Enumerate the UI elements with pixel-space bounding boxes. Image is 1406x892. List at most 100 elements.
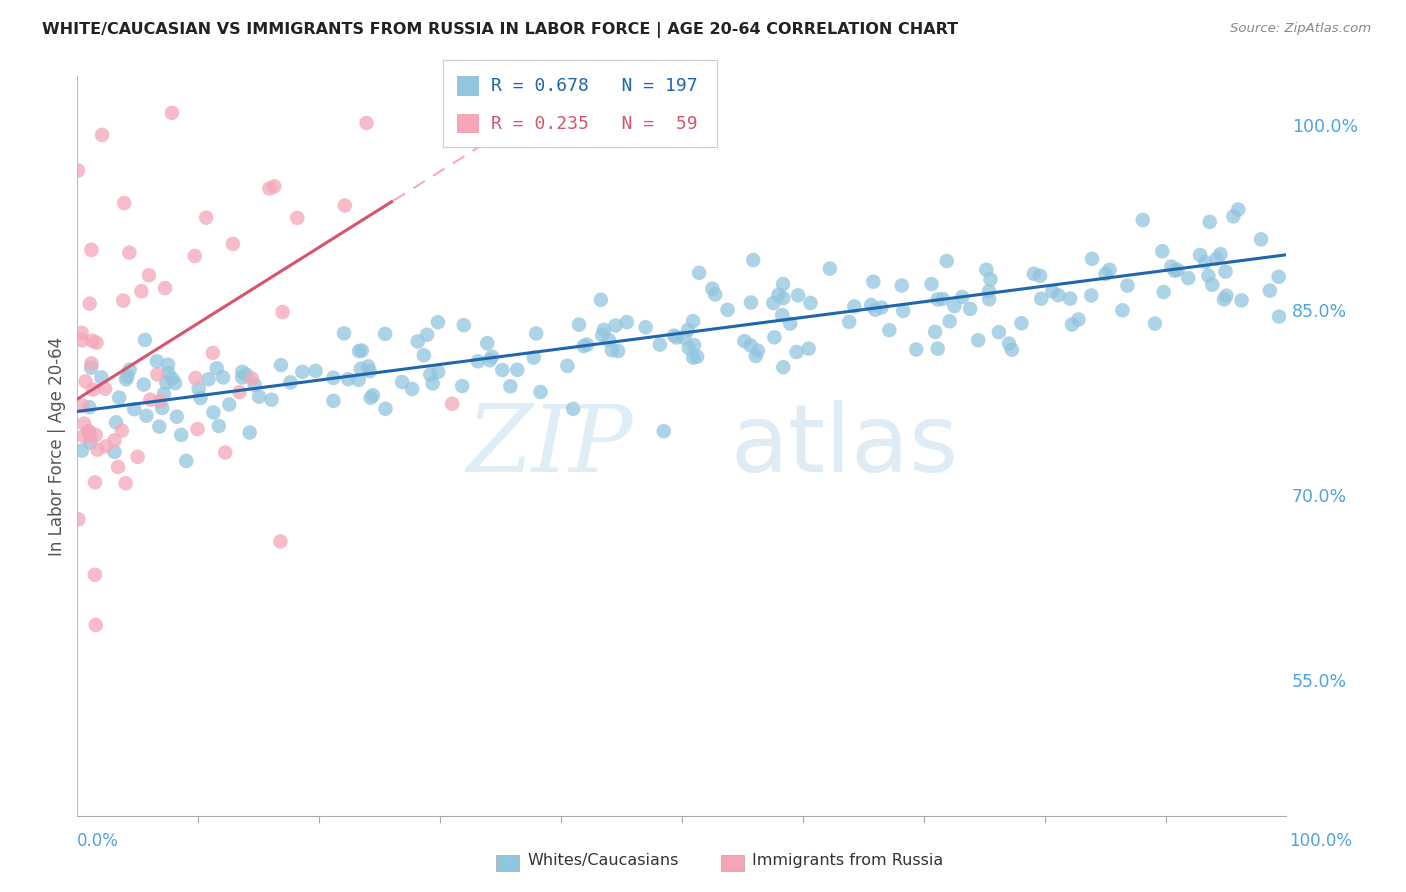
Point: [146, 368, 169, 382]
Point: [304, 364, 326, 378]
Point: [862, 275, 884, 289]
Point: [239, 425, 262, 440]
Point: [285, 211, 308, 225]
Point: [146, 354, 169, 368]
Point: [166, 409, 188, 424]
Point: [105, 415, 128, 429]
Point: [350, 361, 373, 376]
Point: [600, 343, 623, 357]
Point: [94, 382, 117, 396]
Point: [90, 370, 112, 384]
Point: [1189, 248, 1212, 262]
Point: [401, 382, 423, 396]
Text: Source: ZipAtlas.com: Source: ZipAtlas.com: [1230, 22, 1371, 36]
Point: [1153, 285, 1175, 299]
Point: [818, 261, 841, 276]
Text: R = 0.678   N = 197: R = 0.678 N = 197: [491, 77, 697, 95]
Point: [356, 116, 378, 130]
Point: [1167, 263, 1189, 277]
Point: [572, 339, 595, 353]
Point: [195, 211, 218, 225]
Point: [118, 362, 141, 376]
Point: [453, 318, 475, 333]
Point: [733, 334, 755, 348]
Point: [927, 293, 949, 307]
Point: [291, 365, 314, 379]
Point: [1143, 317, 1166, 331]
Point: [870, 301, 893, 315]
Point: [214, 445, 236, 459]
Point: [79, 401, 101, 415]
Point: [768, 287, 790, 301]
Point: [1215, 264, 1237, 278]
Point: [879, 323, 901, 337]
Point: [82, 334, 104, 348]
Point: [779, 317, 801, 331]
Point: [270, 358, 292, 372]
Point: [673, 331, 696, 345]
Point: [190, 391, 212, 405]
Point: [426, 315, 449, 329]
Point: [231, 365, 253, 379]
Point: [740, 295, 762, 310]
Point: [205, 361, 228, 376]
Point: [1205, 252, 1227, 266]
Point: [153, 281, 176, 295]
Point: [222, 236, 245, 251]
Point: [235, 368, 257, 382]
Point: [70, 333, 93, 347]
Point: [374, 326, 396, 341]
Point: [979, 272, 1001, 286]
Point: [82, 383, 104, 397]
Point: [187, 382, 209, 396]
Point: [124, 402, 146, 417]
Point: [156, 358, 179, 372]
Point: [170, 428, 193, 442]
Point: [740, 338, 762, 352]
Point: [1059, 292, 1081, 306]
Point: [184, 249, 207, 263]
Point: [75, 375, 97, 389]
Point: [263, 179, 285, 194]
Point: [616, 315, 638, 329]
Point: [347, 344, 370, 359]
Point: [84, 618, 107, 632]
Point: [1116, 278, 1139, 293]
Point: [1227, 202, 1250, 217]
Point: [682, 314, 704, 328]
Point: [67, 512, 90, 526]
Text: atlas: atlas: [730, 400, 959, 492]
Point: [86, 335, 108, 350]
Point: [422, 376, 444, 391]
Point: [359, 364, 381, 378]
Point: [1230, 293, 1253, 308]
Point: [80, 356, 103, 370]
Point: [157, 366, 180, 380]
Point: [562, 401, 585, 416]
Point: [108, 391, 131, 405]
Point: [259, 181, 281, 195]
Point: [197, 372, 219, 386]
Point: [770, 308, 793, 322]
Point: [84, 428, 107, 442]
Point: [79, 296, 101, 310]
Point: [228, 385, 250, 400]
Point: [762, 296, 785, 310]
Point: [598, 333, 620, 347]
Point: [163, 376, 186, 391]
Point: [943, 299, 966, 313]
Point: [72, 399, 94, 413]
Point: [977, 284, 1000, 298]
Point: [477, 336, 499, 351]
Point: [891, 304, 914, 318]
Point: [118, 245, 141, 260]
Point: [1098, 262, 1121, 277]
Point: [481, 350, 503, 364]
Point: [1029, 268, 1052, 283]
Point: [652, 424, 675, 438]
Point: [977, 292, 1000, 306]
Point: [648, 337, 671, 351]
Point: [860, 298, 883, 312]
Point: [70, 326, 93, 340]
Point: [160, 106, 183, 120]
